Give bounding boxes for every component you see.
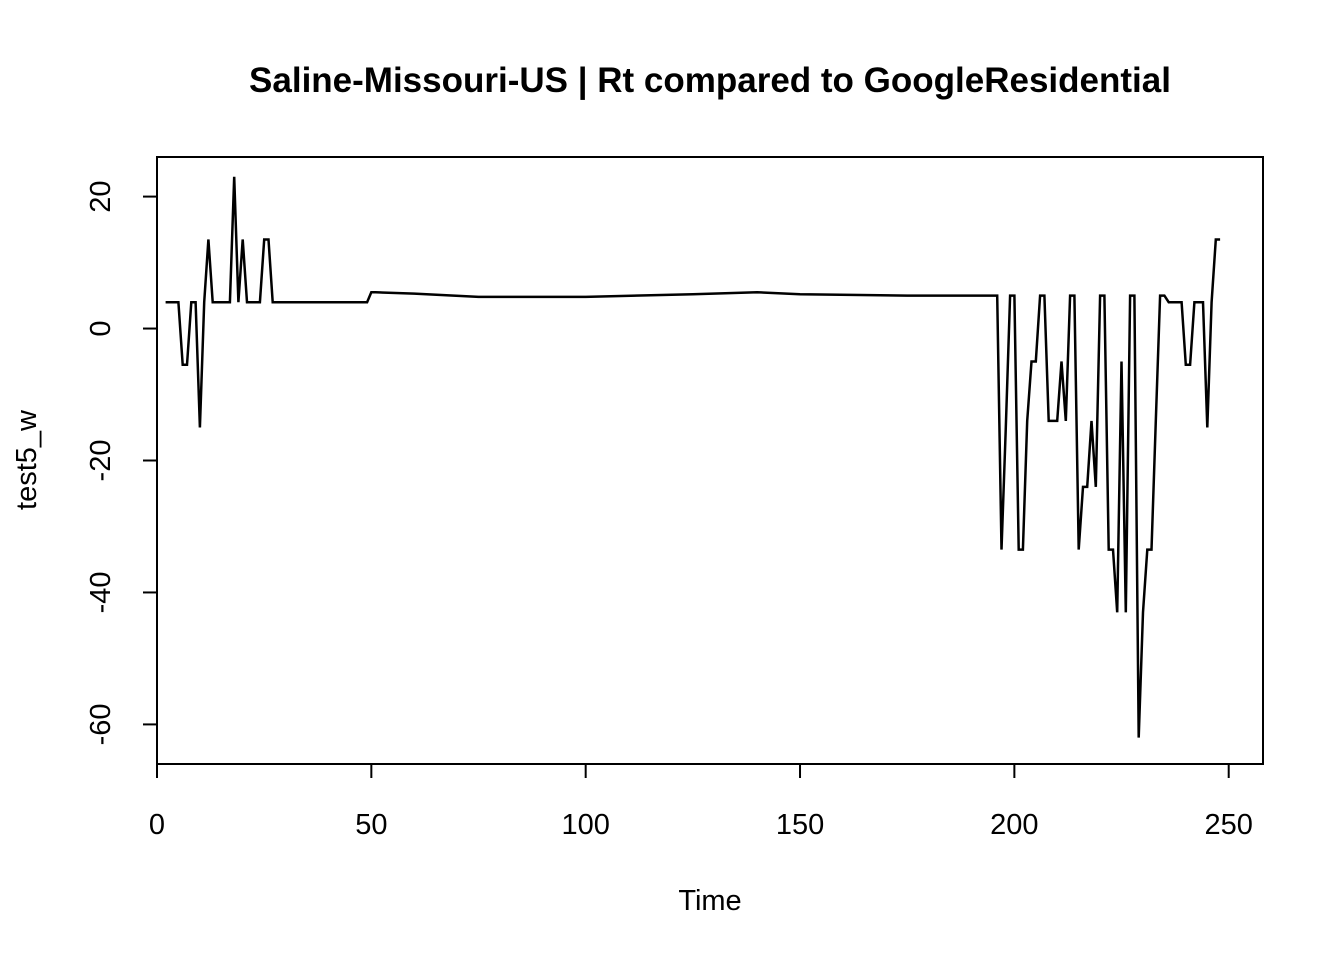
series-layer (165, 176, 1221, 738)
y-tick-label: -60 (85, 703, 117, 745)
y-tick-label: -40 (85, 571, 117, 613)
x-axis: 0 50 100 150 200 250 (149, 763, 1253, 841)
x-tick-label: 150 (776, 809, 824, 841)
chart-title: Saline-Missouri-US | Rt compared to Goog… (249, 61, 1171, 100)
x-tick-label: 0 (149, 809, 165, 841)
x-tick-label: 200 (990, 809, 1038, 841)
x-tick-label: 100 (561, 809, 609, 841)
y-tick-label: 0 (85, 320, 117, 336)
x-tick-label: 50 (355, 809, 387, 841)
x-tick-label: 250 (1205, 809, 1253, 841)
x-axis-label: Time (678, 885, 741, 917)
y-tick-label: 20 (85, 180, 117, 212)
y-tick-label: -20 (85, 440, 117, 482)
y-axis-label: test5_w (11, 409, 43, 510)
series-line (165, 176, 1221, 738)
y-axis: -60 -40 -20 0 20 (85, 180, 158, 745)
